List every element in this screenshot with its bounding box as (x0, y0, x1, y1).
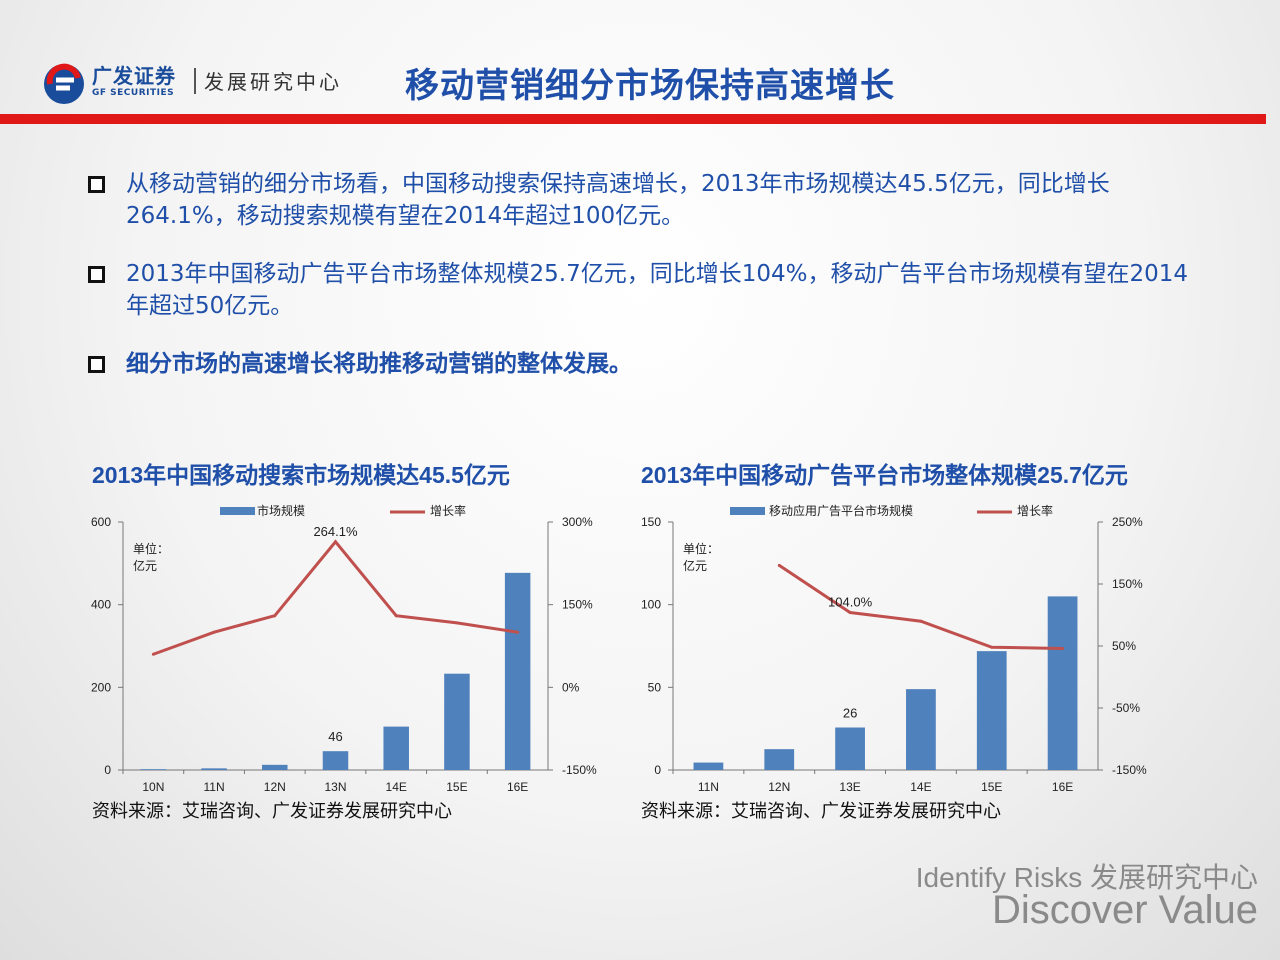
growth-rate-point (1061, 646, 1065, 650)
checkbox-bullet-icon (88, 266, 105, 283)
left-tick-label: 0 (654, 763, 661, 777)
gf-logo: 广发证券 GF SECURITIES 发展研究中心 (42, 60, 402, 108)
bar (383, 726, 409, 770)
right-tick-label: 250% (1112, 515, 1143, 529)
data-label: 264.1% (313, 524, 358, 539)
bar (906, 689, 936, 770)
x-tick-label: 15E (446, 780, 467, 794)
legend-line-label: 增长率 (1017, 503, 1053, 518)
growth-rate-line (778, 564, 1063, 650)
left-tick-label: 400 (91, 598, 111, 612)
x-tick-label: 14E (386, 780, 407, 794)
right-tick-label: 50% (1112, 639, 1136, 653)
right-tick-label: -150% (562, 763, 597, 777)
left-tick-label: 0 (104, 763, 111, 777)
watermark-line2: Discover Value (991, 888, 1258, 932)
right-tick-label: 300% (562, 515, 593, 529)
watermark-line1: Identify Risks 发展研究中心 (915, 862, 1258, 893)
checkbox-bullet-icon (88, 356, 105, 373)
bar (201, 768, 227, 770)
bar (976, 651, 1007, 770)
growth-rate-point (394, 614, 398, 618)
slide-title: 移动营销细分市场保持高速增长 (405, 66, 895, 106)
growth-rate-point (848, 611, 852, 615)
left-tick-label: 150 (641, 515, 661, 529)
bar (693, 762, 724, 770)
growth-rate-point (273, 614, 277, 618)
bullet-item: 2013年中国移动广告平台市场整体规模25.7亿元，同比增长104%，移动广告平… (88, 258, 1208, 322)
bullet-list: 从移动营销的细分市场看，中国移动搜索保持高速增长，2013年市场规模达45.5亿… (88, 168, 1208, 406)
growth-rate-point (919, 619, 923, 623)
checkbox-bullet-icon (88, 176, 105, 193)
logo-separator (194, 68, 196, 94)
bullet-text: 2013年中国移动广告平台市场整体规模25.7亿元，同比增长104%，移动广告平… (126, 261, 1189, 319)
bullet-item: 从移动营销的细分市场看，中国移动搜索保持高速增长，2013年市场规模达45.5亿… (88, 168, 1208, 232)
bar (444, 673, 470, 770)
growth-rate-point (455, 621, 459, 625)
chart-mobile-search: 0 200 400 600 -150% 0% 150% 300% 10N 11N 12N 13N 14E… (91, 503, 597, 794)
x-tick-label: 13N (324, 780, 346, 794)
legend-bar-label: 市场规模 (257, 503, 305, 518)
growth-rate-point (212, 630, 216, 634)
legend-bar-swatch (220, 507, 255, 515)
bar (262, 764, 288, 770)
left-tick-label: 600 (91, 515, 111, 529)
bar (140, 769, 167, 770)
data-label: 46 (328, 729, 342, 744)
department-name: 发展研究中心 (204, 70, 342, 94)
logo-text-cn: 广发证券 (92, 64, 176, 88)
right-tick-label: -150% (1112, 763, 1147, 777)
watermark: Identify Risks 发展研究中心 Discover Value (878, 856, 1258, 936)
right-tick-label: 0% (562, 680, 580, 694)
x-tick-label: 14E (910, 780, 931, 794)
bar (1047, 596, 1078, 770)
legend-line-label: 增长率 (430, 503, 466, 518)
source-note-ad-platform: 资料来源：艾瑞咨询、广发证券发展研究中心 (641, 801, 1001, 822)
left-tick-label: 200 (91, 680, 111, 694)
chart-mobile-ad-platform: 0 50 100 150 -150% -50% 50% 150% 250% 11N 12N 13E 14… (641, 503, 1147, 794)
bar (835, 727, 865, 770)
header-divider (0, 114, 1266, 124)
growth-rate-point (516, 630, 520, 634)
unit-label: 亿元 (683, 558, 707, 573)
chart-title-ad-platform: 2013年中国移动广告平台市场整体规模25.7亿元 (641, 462, 1128, 488)
bar (322, 751, 349, 770)
legend-bar-swatch (730, 507, 765, 515)
bar (504, 572, 531, 770)
chart-title-search: 2013年中国移动搜索市场规模达45.5亿元 (92, 462, 510, 488)
right-tick-label: 150% (1112, 577, 1143, 591)
left-tick-label: 50 (648, 680, 662, 694)
x-tick-label: 12N (264, 780, 286, 794)
x-tick-label: 13E (839, 780, 860, 794)
source-note-search: 资料来源：艾瑞咨询、广发证券发展研究中心 (92, 801, 452, 822)
x-tick-label: 12N (768, 780, 790, 794)
left-tick-label: 100 (641, 598, 661, 612)
right-tick-label: 150% (562, 598, 593, 612)
growth-rate-point (334, 540, 337, 544)
bar (764, 749, 795, 770)
x-tick-label: 16E (1052, 780, 1073, 794)
data-label: 26 (843, 706, 857, 721)
x-tick-label: 11N (204, 780, 225, 794)
bullet-text: 从移动营销的细分市场看，中国移动搜索保持高速增长，2013年市场规模达45.5亿… (126, 171, 1110, 229)
x-tick-label: 15E (981, 780, 1002, 794)
gf-logo-icon (44, 63, 84, 104)
unit-label: 亿元 (133, 558, 157, 573)
bullet-text: 细分市场的高速增长将助推移动营销的整体发展。 (126, 351, 632, 377)
right-tick-label: -50% (1112, 701, 1140, 715)
unit-label: 单位： (133, 541, 169, 556)
header: 广发证券 GF SECURITIES 发展研究中心 移动营销细分市场保持高速增长 (0, 0, 1280, 124)
data-label: 104.0% (828, 595, 873, 610)
x-tick-label: 11N (698, 780, 719, 794)
logo-text-en: GF SECURITIES (92, 88, 175, 98)
x-tick-label: 10N (142, 780, 164, 794)
bullet-item: 细分市场的高速增长将助推移动营销的整体发展。 (88, 348, 1208, 380)
legend-bar-label: 移动应用广告平台市场规模 (769, 503, 913, 518)
growth-rate-point (777, 563, 781, 567)
unit-label: 单位： (683, 541, 719, 556)
growth-rate-line (152, 539, 518, 656)
growth-rate-point (990, 645, 994, 649)
growth-rate-point (151, 652, 155, 656)
x-tick-label: 16E (507, 780, 528, 794)
